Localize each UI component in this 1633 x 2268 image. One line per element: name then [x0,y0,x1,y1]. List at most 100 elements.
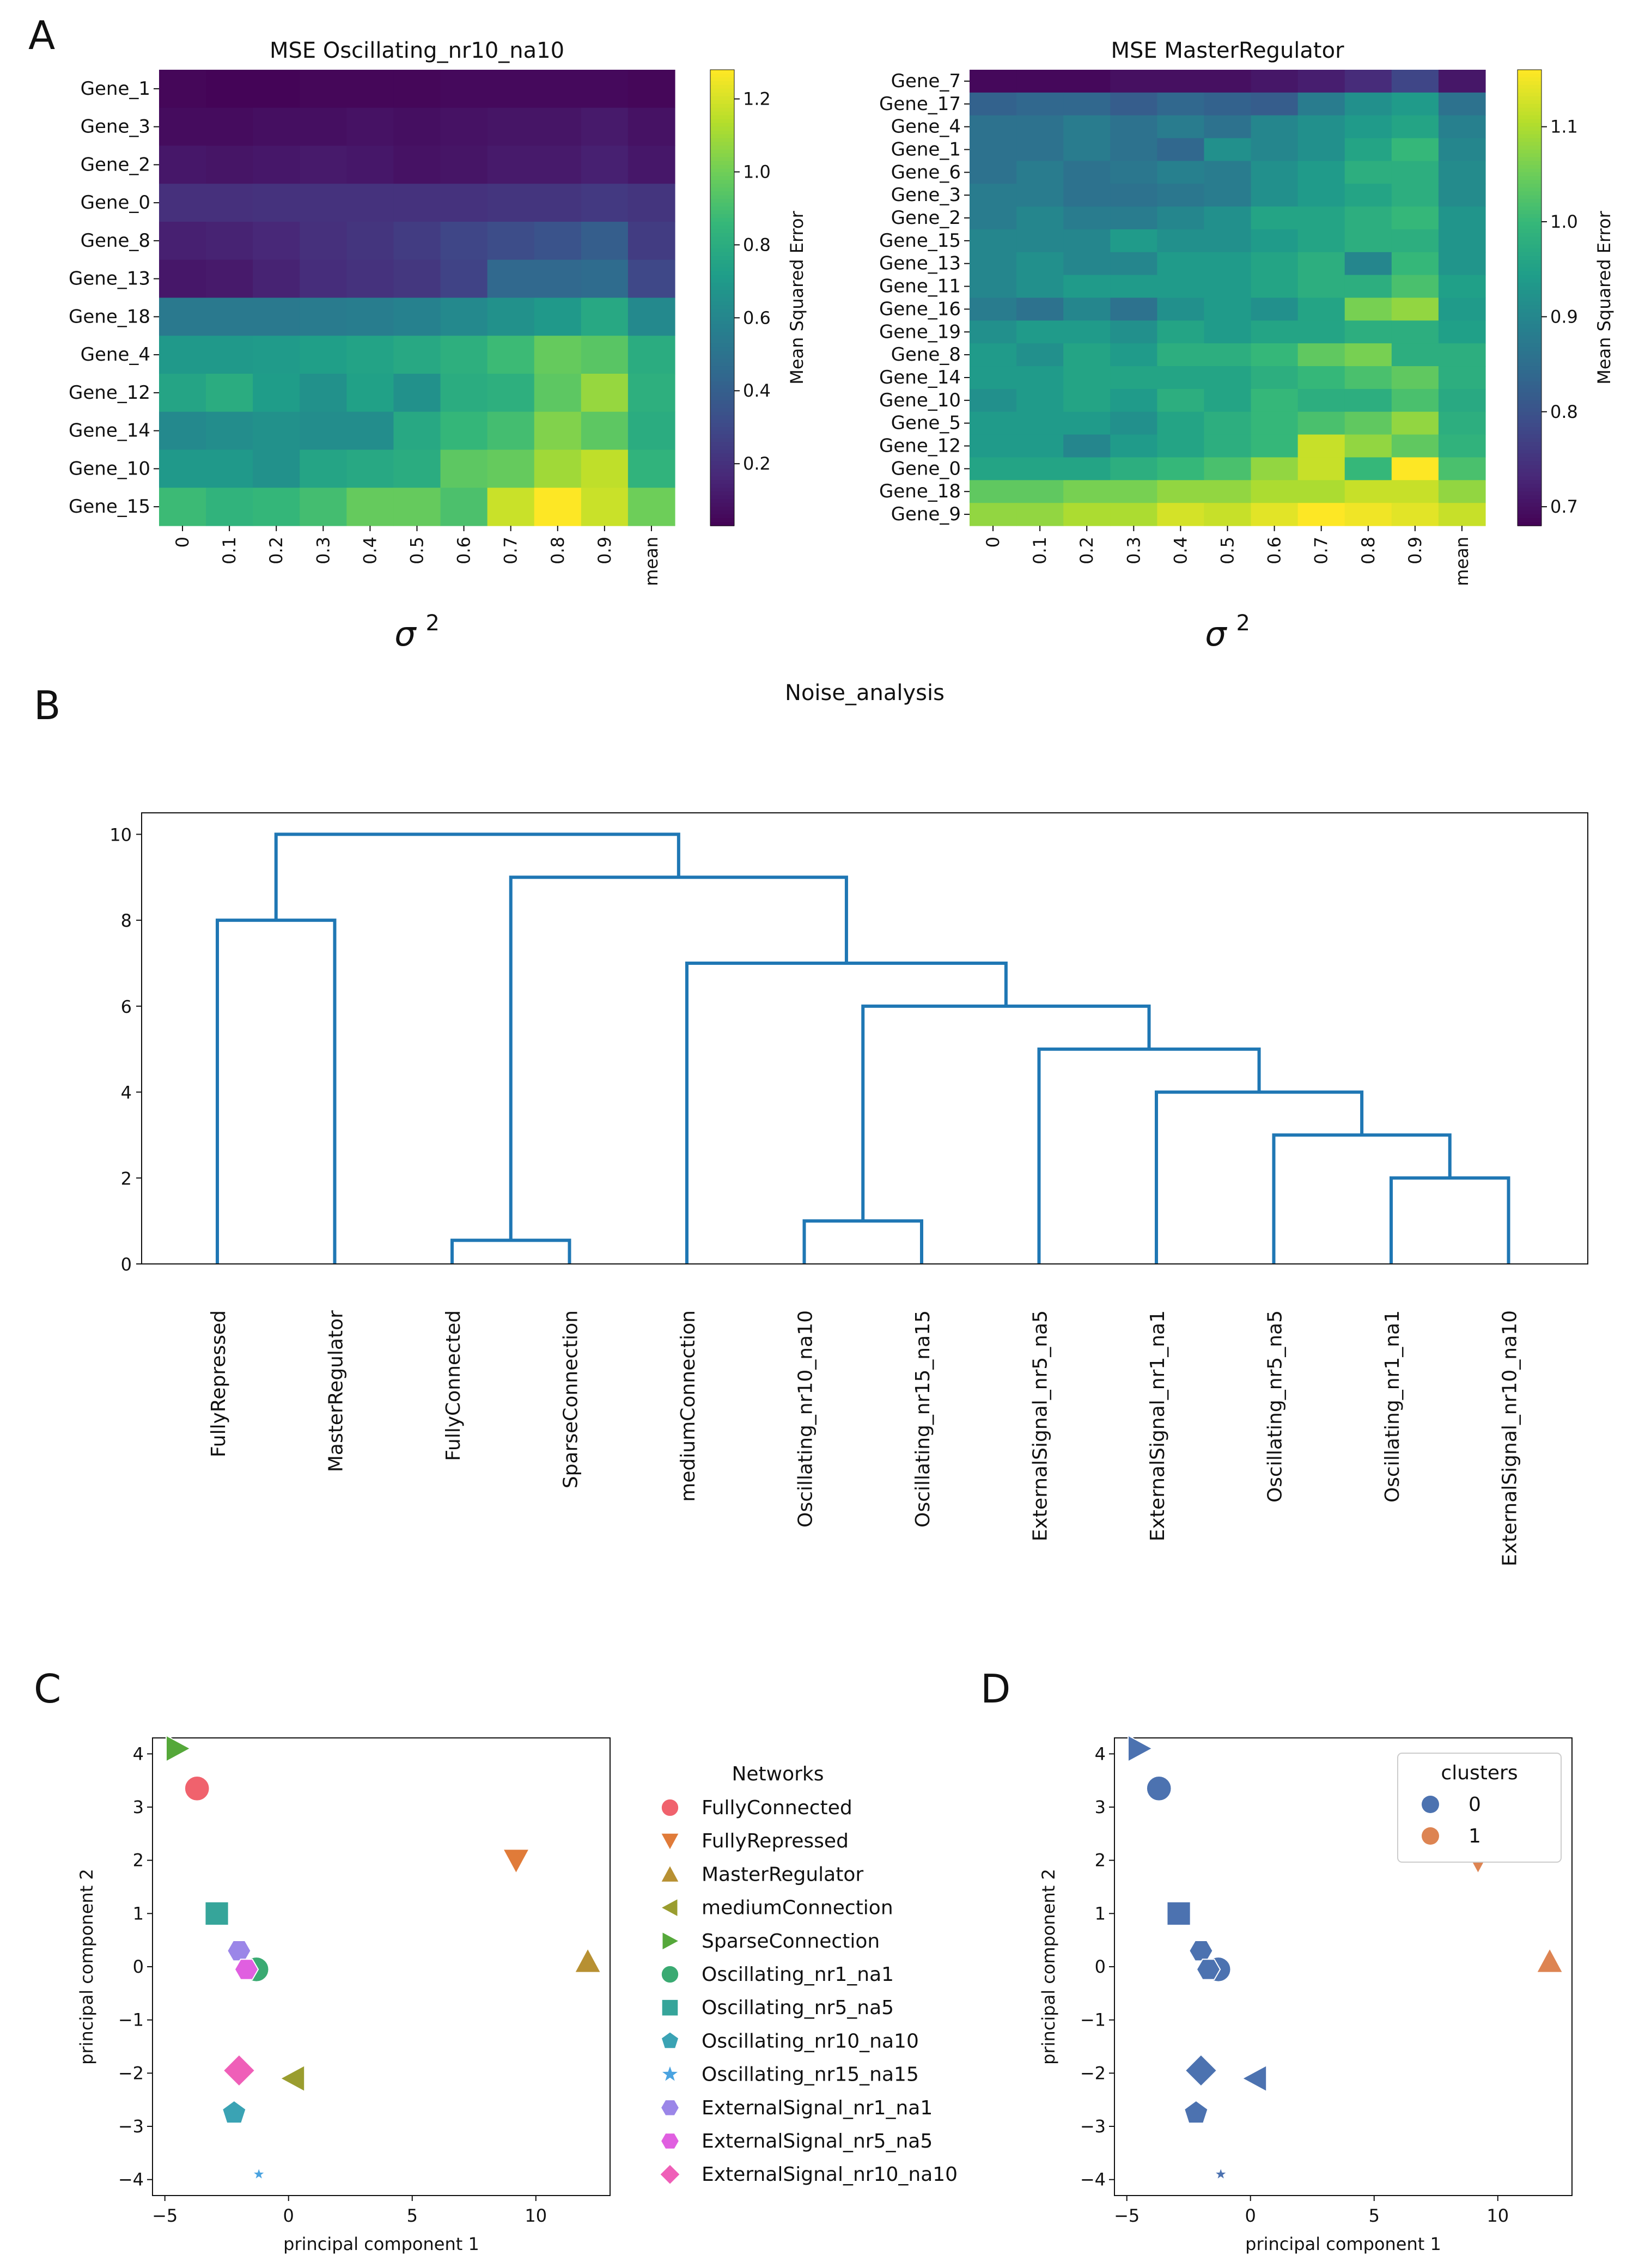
heatmap-cell [206,184,253,222]
row-label: Gene_15 [69,496,150,518]
heatmap-cell [1251,457,1299,481]
heatmap-cell [534,70,582,108]
heatmap-cell [1157,161,1205,184]
colorbar-segment [1518,522,1541,526]
colorbar-segment [1518,332,1541,337]
heatmap-cell [1297,434,1345,458]
colorbar-segment [1518,149,1541,154]
colorbar-segment [710,96,734,101]
dendrogram-link [274,832,680,921]
leaf-label: ExternalSignal_nr10_na10 [1499,1310,1521,1566]
heatmap-cell [393,411,441,451]
legend-marker [660,2132,680,2150]
heatmap-cell [970,252,1017,276]
column-label: 0.1 [1029,537,1050,564]
heatmap-cell [1157,115,1205,139]
heatmap-cell [1204,320,1252,344]
heatmap-cell [1344,480,1392,503]
colorbar-segment [1518,442,1541,447]
heatmap-cell [581,488,629,526]
y-tick-label: −3 [118,2116,144,2137]
heatmap-cell [970,92,1017,116]
leaf-label: FullyRepressed [208,1310,230,1457]
heatmap-cell [393,184,441,222]
colorbar-segment [710,248,734,253]
heatmap-cell [487,145,535,184]
legend-label: Oscillating_nr10_na10 [702,2030,919,2052]
heatmap-cell [1016,480,1064,503]
heatmap-cell [159,449,206,488]
column-label: 0.8 [1358,537,1379,564]
heatmap-cell [1251,115,1299,139]
heatmap-cell [581,374,629,412]
scatter-point [279,2064,306,2093]
heatmap-cell [159,107,206,147]
column-label: 0.3 [313,537,333,564]
colorbar-segment [710,457,734,462]
colorbar-segment [710,168,734,173]
row-label: Gene_12 [69,382,150,404]
heatmap-cell [627,145,675,184]
colorbar-segment [1518,278,1541,283]
heatmap-cell [346,449,394,488]
heatmap-cell [627,107,675,147]
heatmap-cell [1063,297,1111,321]
heatmap-cell [1016,297,1064,321]
colorbar-segment [710,301,734,306]
heatmap-cell [1344,434,1392,458]
scatter-point [227,1940,252,1962]
heatmap-cell [346,259,394,299]
legend-label: Oscillating_nr15_na15 [702,2064,919,2086]
heatmap-cell [1204,184,1252,207]
heatmap-cell [1110,297,1157,321]
heatmap-cell [1063,115,1111,139]
dendrogram-link [216,919,337,1264]
colorbar-segment [710,442,734,447]
colorbar-segment [1518,214,1541,218]
row-label: Gene_12 [879,435,961,457]
colorbar-segment [710,214,734,218]
heatmap-cell [1204,252,1252,276]
colorbar-segment [1518,324,1541,329]
colorbar-segment [710,438,734,443]
colorbar-segment [710,491,734,496]
scatter-point [1184,2053,1218,2087]
heatmap-cell [970,411,1017,435]
colorbar-segment [1518,404,1541,409]
heatmap-cell [1297,366,1345,390]
colorbar-segment [710,347,734,351]
heatmap-cell [1438,411,1486,435]
heatmap-cell [1204,411,1252,435]
heatmap-cell [1438,457,1486,481]
heatmap-cell [393,145,441,184]
heatmap-cell [1344,275,1392,299]
colorbar-segment [1518,172,1541,177]
heatmap-cell [1204,343,1252,367]
heatmap-cell [440,297,488,336]
heatmap-cell [487,411,535,451]
row-label: Gene_4 [81,344,150,366]
colorbar-segment [1518,347,1541,351]
heatmap-cell [253,411,300,451]
heatmap-cell [1110,366,1157,390]
heatmap-cell [1110,161,1157,184]
x-tick-label: 0 [1245,2205,1256,2226]
row-label: Gene_1 [81,78,150,100]
colorbar-segment [1518,229,1541,234]
row-label: Gene_19 [879,321,961,343]
row-label: Gene_1 [891,138,961,160]
heatmap-cell [1344,343,1392,367]
heatmap-cell [440,259,488,299]
colorbar-segment [710,123,734,127]
colorbar-segment [710,336,734,340]
heatmap-cell [1391,275,1439,299]
colorbar-frame [1517,69,1542,526]
colorbar-segment [710,411,734,416]
heatmap-cell [1016,229,1064,253]
heatmap-cell [534,411,582,451]
colorbar-segment [1518,123,1541,127]
colorbar-segment [710,256,734,260]
heatmap-cell [1391,343,1439,367]
heatmap-cell [1110,275,1157,299]
legend-label: ExternalSignal_nr10_na10 [702,2163,958,2186]
